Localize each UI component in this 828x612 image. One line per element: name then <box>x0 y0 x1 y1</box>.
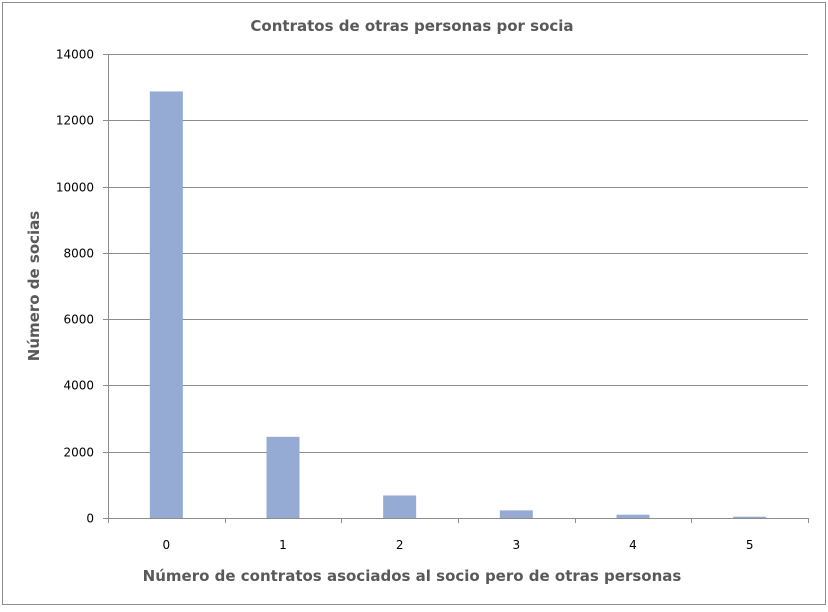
x-tick-label: 1 <box>279 538 287 552</box>
x-tick-label: 0 <box>163 538 171 552</box>
y-tick-label: 8000 <box>63 247 94 261</box>
y-tick-label: 4000 <box>63 379 94 393</box>
y-tick-label: 14000 <box>56 48 94 62</box>
y-tick-label: 12000 <box>56 114 94 128</box>
bar <box>266 436 300 518</box>
x-axis-title: Número de contratos asociados al socio p… <box>143 567 682 585</box>
y-axis-title: Número de socias <box>25 211 43 361</box>
axes <box>103 54 809 523</box>
y-tick-label: 0 <box>86 512 94 526</box>
gridlines <box>108 54 808 453</box>
x-tick-label: 4 <box>629 538 637 552</box>
bar <box>149 91 183 519</box>
x-tick-label: 5 <box>746 538 754 552</box>
chart-title: Contratos de otras personas por socia <box>250 17 573 35</box>
x-tick-labels: 0 1 2 3 4 5 <box>163 538 754 552</box>
bars <box>149 91 767 519</box>
bar <box>733 516 767 518</box>
y-tick-labels: 0 2000 4000 6000 8000 10000 12000 14000 <box>56 48 94 526</box>
y-tick-label: 10000 <box>56 181 94 195</box>
bar <box>616 514 650 518</box>
y-tick-label: 6000 <box>63 313 94 327</box>
bar <box>383 495 417 518</box>
y-tick-label: 2000 <box>63 446 94 460</box>
x-tick-label: 3 <box>513 538 521 552</box>
x-tick-label: 2 <box>396 538 404 552</box>
bar <box>499 510 533 518</box>
